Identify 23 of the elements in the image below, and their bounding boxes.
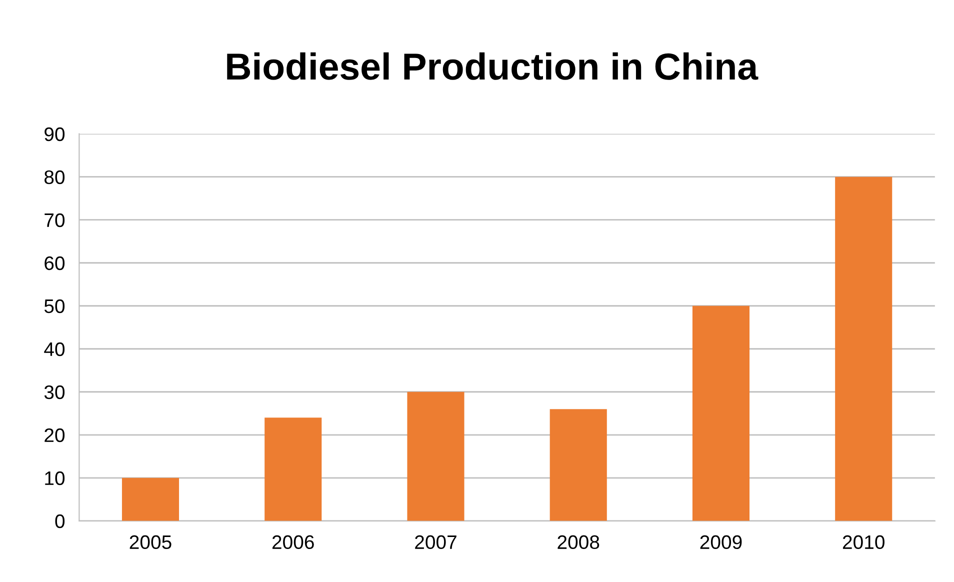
x-tick-label: 2009 bbox=[700, 535, 742, 550]
y-tick-label: 50 bbox=[44, 299, 65, 314]
bar bbox=[692, 306, 750, 521]
x-tick-label: 2010 bbox=[842, 535, 884, 550]
bar bbox=[407, 392, 464, 521]
y-tick-label: 70 bbox=[44, 213, 65, 228]
bar bbox=[122, 478, 180, 521]
x-tick-label: 2005 bbox=[130, 535, 172, 550]
x-tick-label: 2006 bbox=[272, 535, 314, 550]
y-tick-label: 80 bbox=[44, 170, 65, 184]
y-tick-label: 40 bbox=[44, 342, 65, 356]
chart-title: Biodiesel Production in China bbox=[227, 52, 758, 80]
y-tick-label: 90 bbox=[44, 127, 65, 142]
y-tick-label: 60 bbox=[44, 256, 65, 270]
y-tick-label: 10 bbox=[45, 471, 65, 486]
y-tick-label: 20 bbox=[44, 428, 65, 442]
y-tick-label: 30 bbox=[44, 385, 65, 400]
y-tick-label: 0 bbox=[55, 514, 65, 528]
bar bbox=[835, 176, 892, 521]
bar bbox=[550, 409, 607, 521]
x-tick-label: 2007 bbox=[415, 535, 456, 550]
bar bbox=[264, 418, 322, 521]
x-tick-label: 2008 bbox=[558, 535, 600, 550]
